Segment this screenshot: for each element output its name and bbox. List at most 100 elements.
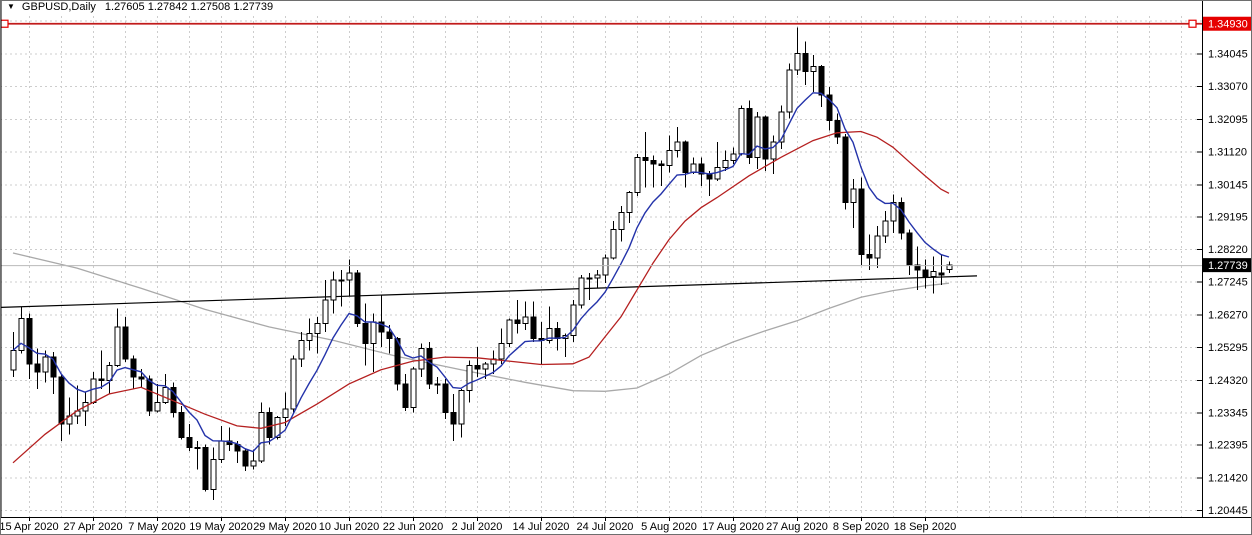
candle[interactable] (578, 274, 585, 309)
candle[interactable] (250, 449, 257, 470)
candle[interactable] (626, 190, 633, 223)
candle[interactable] (594, 269, 601, 289)
candle[interactable] (18, 306, 25, 354)
candle[interactable] (586, 273, 593, 301)
candle[interactable] (58, 373, 65, 442)
candle[interactable] (858, 177, 865, 265)
candle[interactable] (770, 135, 777, 175)
candle[interactable] (490, 350, 497, 374)
candle[interactable] (722, 150, 729, 171)
candle[interactable] (290, 355, 297, 413)
candle[interactable] (810, 54, 817, 92)
candle[interactable] (394, 336, 401, 391)
candle[interactable] (762, 115, 769, 171)
resistance-line-handle[interactable] (0, 19, 9, 28)
candle[interactable] (778, 105, 785, 149)
candle[interactable] (442, 378, 449, 420)
candle[interactable] (842, 133, 849, 210)
candle[interactable] (738, 105, 745, 156)
candle[interactable] (834, 113, 841, 144)
trendline[interactable] (0, 275, 978, 309)
candle[interactable] (602, 254, 609, 284)
candle[interactable] (194, 441, 201, 470)
candle[interactable] (882, 211, 889, 243)
candle[interactable] (122, 316, 129, 363)
candle[interactable] (730, 147, 737, 165)
candle[interactable] (338, 269, 345, 307)
time-axis[interactable]: 15 Apr 2020 27 Apr 2020 7 May 2020 19 May 2… (0, 517, 956, 533)
candle[interactable] (186, 424, 193, 452)
candle[interactable] (154, 383, 161, 413)
candle[interactable] (474, 347, 481, 378)
candle[interactable] (754, 112, 761, 170)
candle[interactable] (130, 355, 137, 389)
candle[interactable] (906, 229, 913, 275)
candle[interactable] (458, 388, 465, 438)
collapse-arrow-icon[interactable]: ▼ (7, 2, 15, 11)
candle[interactable] (642, 132, 649, 188)
candle[interactable] (898, 197, 905, 240)
candle[interactable] (634, 153, 641, 196)
candle[interactable] (314, 316, 321, 354)
candle[interactable] (362, 303, 369, 366)
candle[interactable] (938, 254, 945, 285)
candle[interactable] (330, 271, 337, 314)
candle[interactable] (386, 325, 393, 354)
candle[interactable] (866, 234, 873, 270)
candle[interactable] (682, 140, 689, 188)
candle[interactable] (794, 27, 801, 76)
candle[interactable] (306, 318, 313, 351)
candle[interactable] (162, 373, 169, 405)
candle[interactable] (34, 348, 41, 389)
candle[interactable] (42, 350, 49, 383)
candle[interactable] (922, 259, 929, 289)
candle[interactable] (298, 331, 305, 368)
candle[interactable] (434, 377, 441, 395)
candle[interactable] (530, 301, 537, 342)
candle[interactable] (282, 392, 289, 426)
candle[interactable] (570, 300, 577, 342)
candle[interactable] (666, 135, 673, 173)
candle[interactable] (178, 405, 185, 440)
slow-ma-line[interactable] (12, 252, 950, 392)
candle[interactable] (514, 300, 521, 334)
candle[interactable] (146, 375, 153, 416)
candle[interactable] (650, 155, 657, 188)
candle[interactable] (450, 394, 457, 442)
resistance-line-handle[interactable] (1188, 19, 1197, 28)
candle[interactable] (850, 179, 857, 228)
candle[interactable] (354, 269, 361, 327)
candle[interactable] (674, 127, 681, 158)
candle[interactable] (506, 318, 513, 348)
candle[interactable] (402, 373, 409, 411)
candle[interactable] (202, 444, 209, 492)
candle[interactable] (466, 360, 473, 403)
candle[interactable] (378, 294, 385, 348)
fast-ma-line[interactable] (12, 92, 950, 453)
candle[interactable] (874, 226, 881, 269)
candle[interactable] (242, 449, 249, 472)
medium-ma-line[interactable] (12, 130, 950, 464)
candle[interactable] (498, 328, 505, 364)
candle[interactable] (610, 221, 617, 260)
candle[interactable] (26, 313, 33, 379)
candle[interactable] (322, 279, 329, 332)
candle[interactable] (890, 194, 897, 233)
candle[interactable] (114, 308, 121, 368)
candle[interactable] (930, 256, 937, 294)
candle[interactable] (618, 206, 625, 242)
candle[interactable] (826, 86, 833, 131)
candle[interactable] (98, 350, 105, 389)
candle[interactable] (786, 63, 793, 119)
candle[interactable] (914, 246, 921, 290)
price-axis[interactable]: 1.34045 1.33070 1.32095 1.31120 1.30145 1.291… (1197, 48, 1248, 517)
candle[interactable] (426, 341, 433, 389)
candle[interactable] (818, 65, 825, 107)
candle[interactable] (802, 41, 809, 86)
candle[interactable] (410, 367, 417, 413)
candle[interactable] (258, 402, 265, 463)
candle[interactable] (698, 157, 705, 186)
candle[interactable] (522, 301, 529, 331)
candle[interactable] (210, 447, 217, 500)
